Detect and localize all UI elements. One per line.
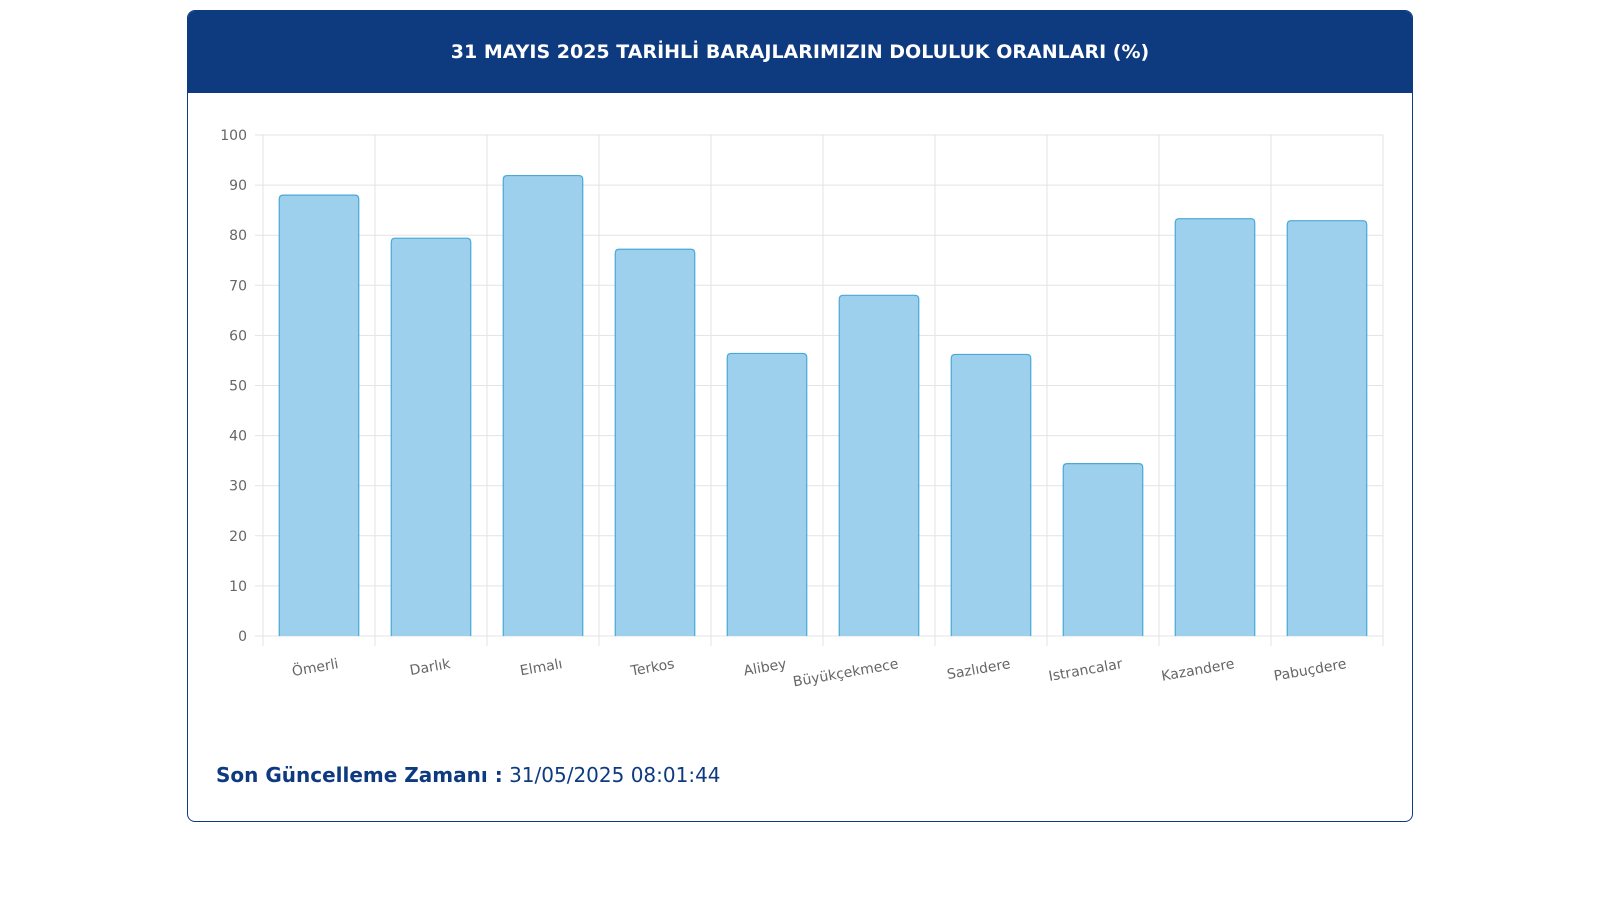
x-tick-label: Sazlıdere: [946, 656, 1012, 683]
y-tick-label: 40: [229, 429, 247, 445]
y-tick-label: 10: [229, 579, 247, 595]
bar: [614, 248, 696, 636]
y-tick-label: 60: [229, 328, 247, 344]
bar: [950, 353, 1032, 636]
bar: [502, 174, 584, 636]
x-tick-label: Darlık: [409, 656, 453, 679]
x-tick-label: Ömerli: [290, 654, 339, 680]
x-tick-label: Elmalı: [519, 656, 564, 679]
x-tick-label: Istrancalar: [1047, 656, 1124, 685]
chart-title: 31 MAYIS 2025 TARİHLİ BARAJLARIMIZIN DOL…: [188, 11, 1412, 93]
bar: [726, 352, 808, 636]
x-tick-label: Kazandere: [1160, 656, 1236, 685]
y-tick-label: 0: [238, 629, 247, 645]
y-tick-label: 70: [229, 278, 247, 294]
footer: Son Güncelleme Zamanı : 31/05/2025 08:01…: [216, 763, 721, 787]
y-tick-label: 80: [229, 228, 247, 244]
y-tick-label: 50: [229, 379, 247, 395]
y-tick-label: 100: [220, 128, 247, 144]
x-tick-label: Alibey: [742, 656, 787, 679]
footer-label: Son Güncelleme Zamanı :: [216, 763, 503, 787]
bar: [1174, 218, 1256, 636]
footer-value: 31/05/2025 08:01:44: [509, 763, 721, 787]
bar: [1062, 463, 1144, 636]
y-tick-label: 30: [229, 479, 247, 495]
y-tick-label: 90: [229, 178, 247, 194]
x-tick-label: Terkos: [629, 656, 676, 680]
x-tick-label: Pabuçdere: [1273, 656, 1348, 685]
x-tick-label: Büyükçekmece: [792, 656, 900, 690]
bar: [1286, 220, 1368, 636]
y-tick-label: 20: [229, 529, 247, 545]
bar: [278, 194, 360, 636]
bar: [390, 237, 472, 636]
bar: [838, 294, 920, 636]
